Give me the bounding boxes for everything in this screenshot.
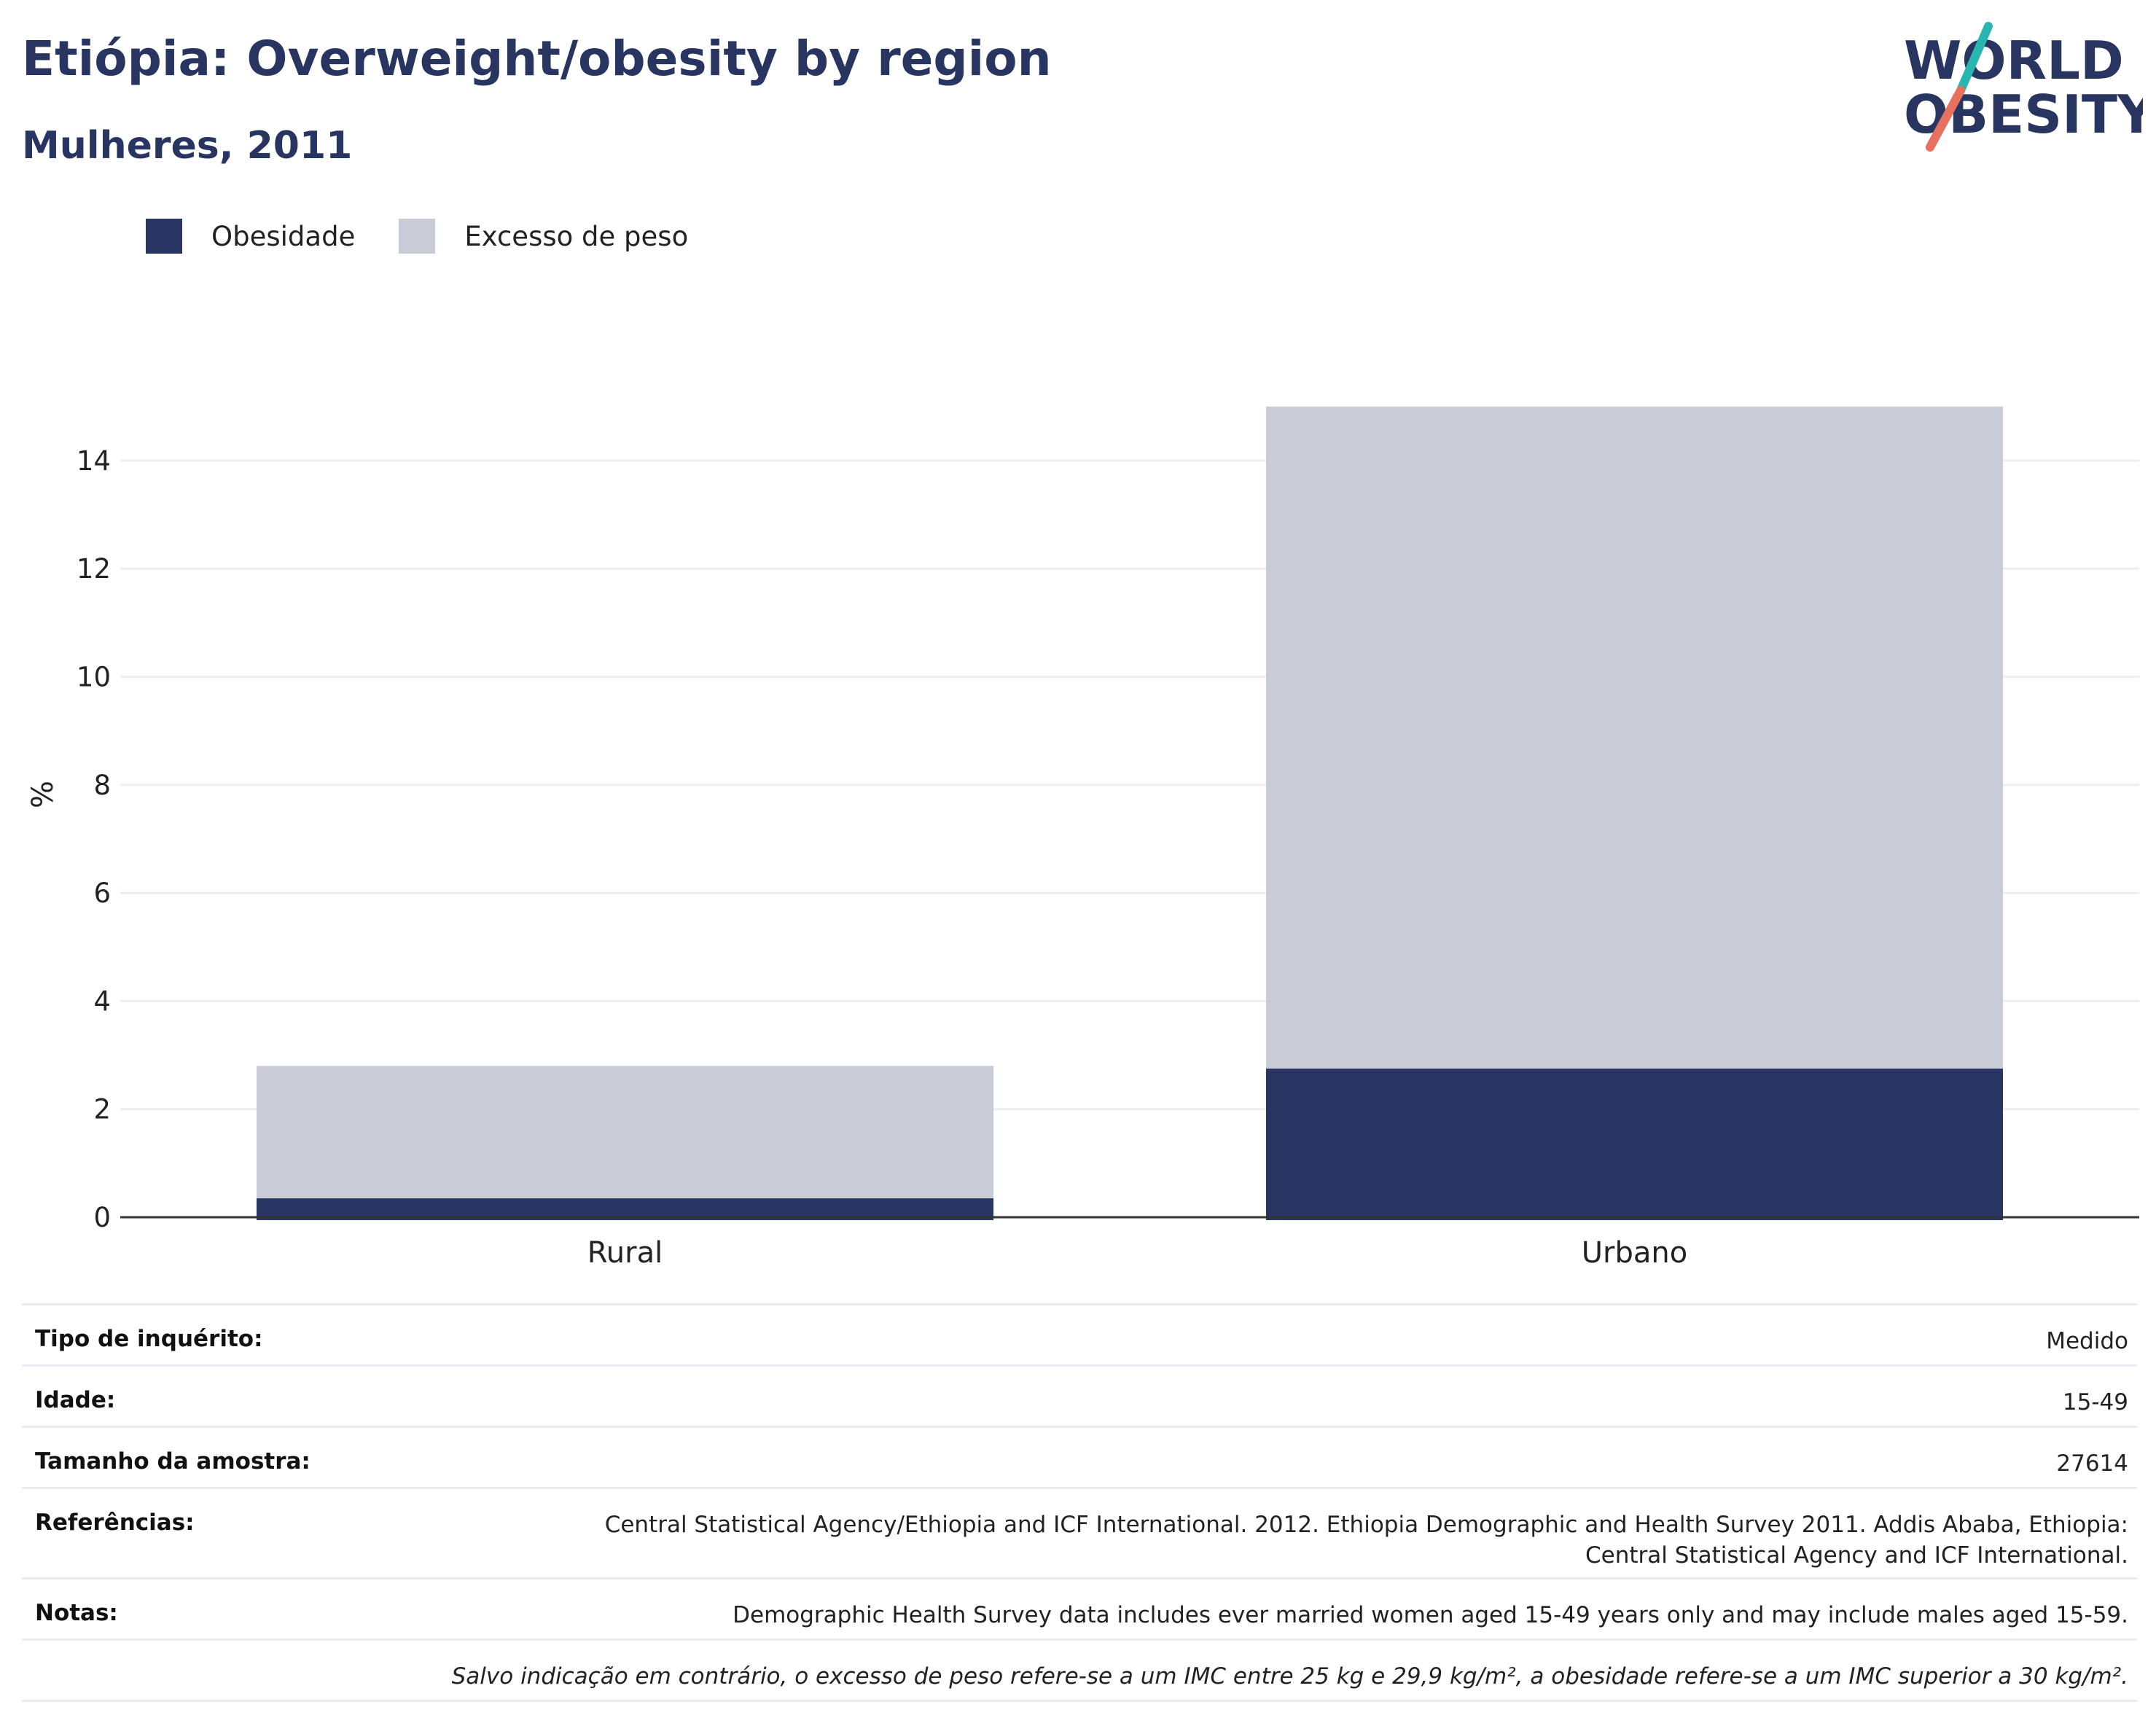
legend-item-obesity[interactable]: Obesidade xyxy=(146,219,355,254)
chart-title: Etiópia: Overweight/obesity by region xyxy=(22,31,1052,87)
chart-subtitle: Mulheres, 2011 xyxy=(22,124,353,168)
info-key-sample-size: Tamanho da amostra: xyxy=(35,1448,310,1475)
legend-item-overweight[interactable]: Excesso de peso xyxy=(399,219,688,254)
y-tick-label: 8 xyxy=(93,770,111,801)
survey-info-table: Tipo de inquérito: Medido Idade: 15-49 T… xyxy=(22,1303,2137,1702)
legend-swatch-obesity xyxy=(146,219,182,254)
y-tick-label: 10 xyxy=(77,662,111,693)
x-tick-label: Rural xyxy=(587,1236,663,1270)
x-tick-label: Urbano xyxy=(1582,1236,1687,1270)
info-row-age: Idade: 15-49 xyxy=(22,1364,2137,1426)
info-value-age: 15-49 xyxy=(2062,1389,2128,1415)
y-axis-label: % xyxy=(26,781,60,808)
bar-overweight-urbano xyxy=(1265,406,2004,1069)
info-value-notes: Demographic Health Survey data includes … xyxy=(733,1602,2128,1628)
legend-label-obesity: Obesidade xyxy=(211,220,356,252)
y-tick-label: 12 xyxy=(77,553,111,585)
y-tick-label: 6 xyxy=(93,878,111,909)
info-row-notes: Notas: Demographic Health Survey data in… xyxy=(22,1577,2137,1639)
y-tick-label: 2 xyxy=(93,1094,111,1125)
logo-line-1: WORLD xyxy=(1904,30,2124,91)
stacked-bar-chart: 0 2 4 6 8 10 12 14% Rural Urbano xyxy=(26,406,2139,1270)
info-row-references: Referências: Central Statistical Agency/… xyxy=(22,1487,2137,1577)
legend-label-overweight: Excesso de peso xyxy=(464,220,689,252)
info-footnote: Salvo indicação em contrário, o excesso … xyxy=(451,1663,2128,1690)
info-key-age: Idade: xyxy=(35,1387,116,1413)
info-value-sample-size: 27614 xyxy=(2056,1450,2128,1477)
world-obesity-logo: WORLD OBESITY xyxy=(1904,22,2143,152)
info-key-notes: Notas: xyxy=(35,1600,118,1626)
info-value-references: Central Statistical Agency/Ethiopia and … xyxy=(604,1512,2128,1569)
legend-swatch-overweight xyxy=(399,219,436,254)
y-tick-label: 14 xyxy=(77,445,111,477)
bar-overweight-rural xyxy=(256,1066,994,1199)
info-row-sample-size: Tamanho da amostra: 27614 xyxy=(22,1426,2137,1487)
info-key-references: Referências: xyxy=(35,1510,195,1536)
info-key-survey-type: Tipo de inquérito: xyxy=(35,1326,263,1352)
info-row-survey-type: Tipo de inquérito: Medido xyxy=(22,1303,2137,1364)
y-tick-label: 0 xyxy=(93,1202,111,1233)
info-value-survey-type: Medido xyxy=(2046,1328,2128,1354)
chart-legend: Obesidade Excesso de peso xyxy=(146,216,732,257)
info-table-bottom-border xyxy=(22,1700,2137,1702)
logo-slash-teal xyxy=(1956,22,1993,95)
bar-obesity-urbano xyxy=(1265,1069,2004,1220)
info-row-footnote: Salvo indicação em contrário, o excesso … xyxy=(22,1639,2137,1700)
logo-slash-coral xyxy=(1926,86,1965,152)
y-tick-label: 4 xyxy=(93,985,111,1017)
